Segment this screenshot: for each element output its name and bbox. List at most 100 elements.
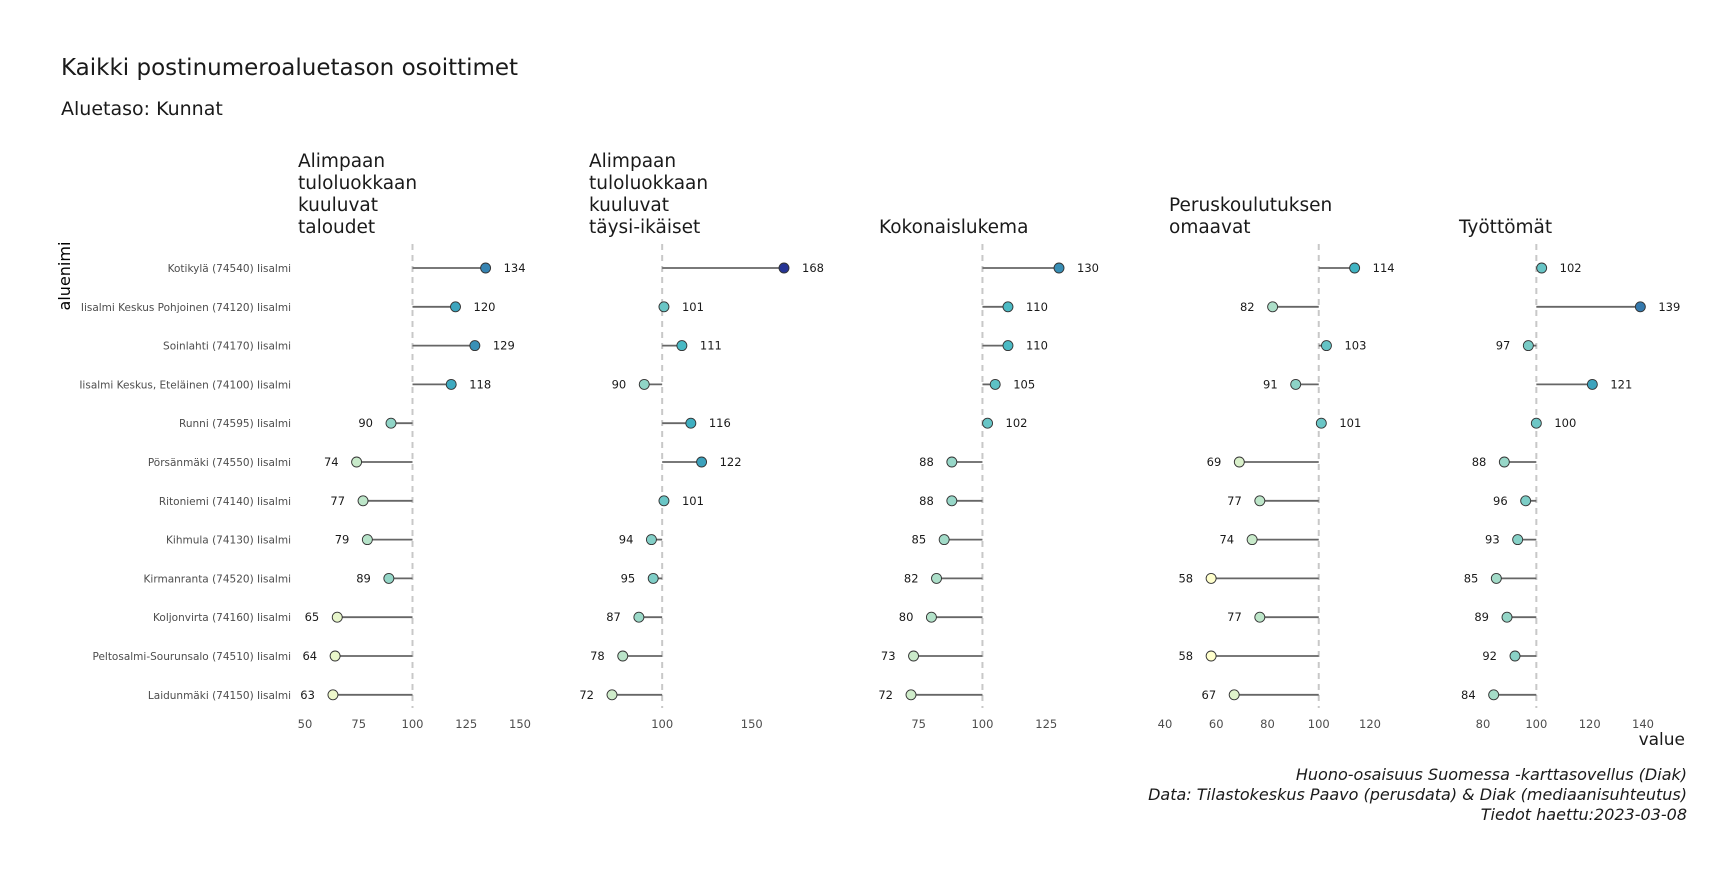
value-label: 91 [1263,377,1278,391]
caption-date: Tiedot haettu:2023-03-08 [1480,805,1687,824]
x-tick-label: 40 [1158,717,1173,731]
lollipop-point [1586,378,1598,390]
x-tick-label: 100 [1308,717,1330,731]
value-label: 101 [682,494,704,508]
lollipop-point [1233,456,1245,468]
lollipop-point [450,301,461,313]
category-label: Runni (74595) Iisalmi [179,418,291,430]
lollipop-point [1530,417,1542,429]
value-label: 82 [904,571,919,585]
x-tick-label: 150 [509,717,531,731]
caption-data: Data: Tilastokeskus Paavo (perusdata) & … [1148,785,1687,804]
lollipop-point [905,689,917,701]
category-label: Koljonvirta (74160) Iisalmi [153,612,291,624]
lollipop-point [1267,301,1279,313]
panel-title-line: Peruskoulutuksen [1169,195,1332,216]
value-label: 58 [1178,571,1193,585]
x-tick-label: 120 [1359,717,1381,731]
lollipop-point [778,262,790,274]
value-label: 73 [881,649,896,663]
lollipop-point [1205,572,1217,584]
lollipop-point [383,572,395,584]
x-tick-label: 80 [1476,717,1491,731]
value-label: 94 [619,533,634,547]
value-label: 90 [612,377,627,391]
value-label: 102 [1560,261,1582,275]
lollipop-point [1498,456,1510,468]
lollipop-point [946,495,958,507]
panel-title-line: Alimpaan [589,151,676,172]
lollipop-point [1512,534,1524,546]
lollipop-point [1290,378,1302,390]
lollipop-point [606,689,618,701]
panel-title-line: kuuluvat [298,195,378,216]
lollipop-point [658,301,670,313]
lollipop-point [638,378,650,390]
value-label: 101 [1339,416,1361,430]
lollipop-point [633,611,645,623]
value-label: 58 [1178,649,1193,663]
lollipop-point [1002,301,1014,313]
category-label: Laidunmäki (74150) Iisalmi [148,690,291,702]
value-label: 72 [579,688,594,702]
value-label: 168 [802,261,824,275]
x-tick-label: 125 [1035,717,1057,731]
lollipop-point [1520,495,1532,507]
value-label: 96 [1493,494,1508,508]
value-label: 64 [302,649,317,663]
panel-title-line: taloudet [298,217,375,238]
x-tick-label: 125 [455,717,477,731]
value-label: 95 [621,571,636,585]
panel-title-line: Kokonaislukema [879,217,1028,238]
value-label: 122 [720,455,742,469]
category-label: Kirmanranta (74520) Iisalmi [144,573,291,585]
lollipop-point [480,262,492,274]
lollipop-point [1490,572,1502,584]
lollipop-point [989,378,1001,390]
value-label: 111 [700,339,722,353]
value-label: 65 [305,610,320,624]
lollipop-point [1002,340,1014,352]
value-label: 82 [1240,300,1255,314]
value-label: 116 [709,416,731,430]
lollipop-point [908,650,920,662]
lollipop-point [982,417,994,429]
lollipop-point [351,456,363,468]
value-label: 130 [1077,261,1099,275]
value-label: 93 [1485,533,1500,547]
lollipop-point [925,611,937,623]
x-tick-label: 120 [1579,717,1601,731]
value-label: 80 [899,610,914,624]
lollipop-point [1509,650,1521,662]
value-label: 77 [1227,494,1242,508]
x-tick-label: 100 [402,717,424,731]
lollipop-point [1349,262,1361,274]
value-label: 129 [493,339,515,353]
category-label: Kihmula (74130) Iisalmi [166,535,291,547]
lollipop-point [1315,417,1327,429]
lollipop-point [685,417,697,429]
lollipop-point [385,417,397,429]
value-label: 100 [1554,416,1576,430]
lollipop-point [676,340,688,352]
x-tick-label: 75 [351,717,366,731]
value-label: 77 [330,494,345,508]
panel-title-line: kuuluvat [589,195,669,216]
category-label: Peltosalmi-Sourunsalo (74510) Iisalmi [92,651,291,663]
chart-subtitle: Aluetaso: Kunnat [61,98,223,120]
lollipop-point [1536,262,1548,274]
value-label: 74 [324,455,339,469]
panel-title-line: täysi-ikäiset [589,217,700,238]
value-label: 85 [1464,571,1479,585]
value-label: 74 [1219,533,1234,547]
lollipop-point [931,572,942,584]
value-label: 134 [504,261,526,275]
lollipop-point [647,572,659,584]
category-label: Ritoniemi (74140) Iisalmi [159,496,291,508]
value-label: 69 [1207,455,1222,469]
value-label: 79 [335,533,350,547]
panel-title-line: Työttömät [1458,217,1552,238]
lollipop-point [357,495,369,507]
